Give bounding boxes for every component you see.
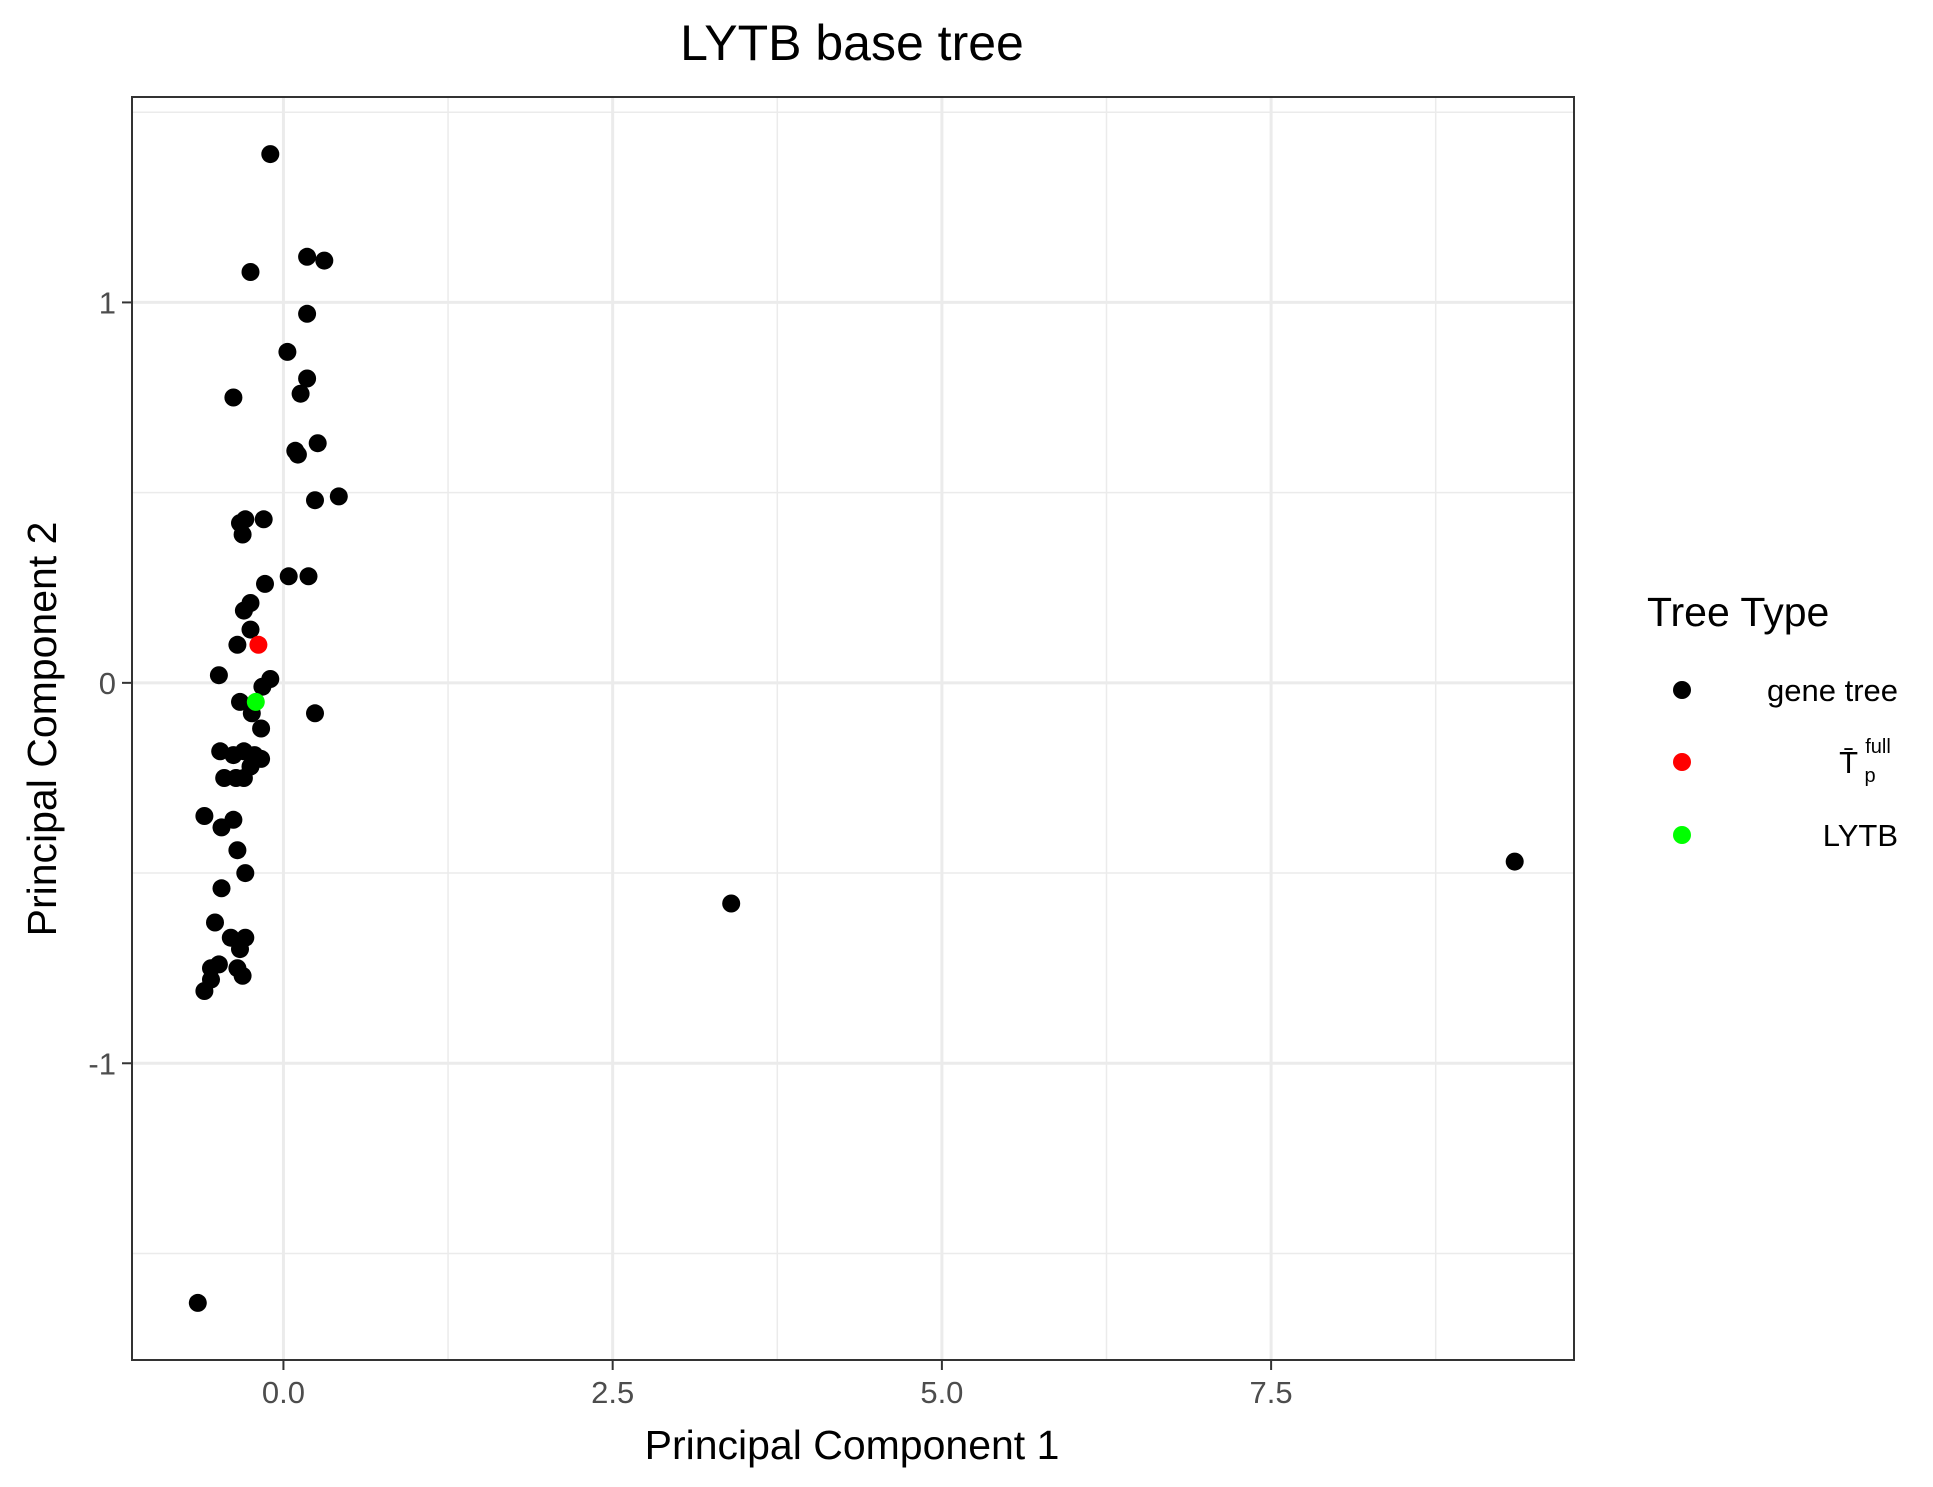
data-point-series-0	[195, 807, 214, 825]
y-axis-title: Principal Component 2	[19, 522, 65, 937]
data-point-series-0	[298, 304, 317, 323]
data-point-series-0	[254, 510, 273, 529]
data-point-series-0	[253, 677, 272, 696]
data-point-series-0	[261, 145, 280, 164]
data-point-series-0	[212, 879, 231, 898]
x-tick-label: 2.5	[591, 1375, 634, 1410]
data-point-series-2	[246, 692, 265, 711]
data-point-series-0	[298, 369, 317, 388]
data-point-series-0	[188, 1293, 207, 1312]
data-point-series-0	[236, 864, 255, 883]
legend-label-tp-full-sup: full	[1865, 736, 1891, 758]
data-point-series-0	[234, 769, 253, 787]
plot-panel	[131, 96, 1575, 1361]
data-point-series-0	[195, 982, 214, 1000]
legend-key-lytb	[1673, 826, 1691, 844]
data-point-series-1	[249, 635, 268, 654]
chart-title: LYTB base tree	[680, 15, 1024, 71]
data-point-series-0	[233, 525, 252, 544]
data-point-series-0	[298, 247, 317, 266]
grid-minor	[132, 97, 1574, 1360]
data-point-series-0	[241, 263, 260, 281]
data-point-series-0	[722, 894, 741, 913]
x-tick-label: 7.5	[1250, 1375, 1293, 1410]
data-point-series-0	[329, 487, 348, 506]
data-point-series-0	[315, 251, 334, 270]
data-point-series-0	[224, 388, 243, 407]
grid-major	[132, 97, 1574, 1360]
legend-key-tp-full	[1673, 753, 1691, 771]
legend-label-tp-full: T̄	[1839, 745, 1858, 780]
x-tick-label: 5.0	[920, 1375, 963, 1410]
data-point-series-0	[209, 666, 228, 685]
data-point-series-0	[256, 574, 274, 593]
y-tick-label: 1	[99, 285, 116, 320]
data-point-series-0	[234, 601, 253, 620]
data-point-series-0	[228, 841, 247, 860]
data-point-series-0	[306, 491, 324, 510]
data-point-series-0	[306, 704, 324, 723]
data-point-series-0	[233, 966, 252, 985]
data-points	[188, 145, 1524, 1312]
y-tick-label: -1	[88, 1046, 116, 1081]
legend-title: Tree Type	[1647, 589, 1829, 635]
data-point-series-0	[206, 913, 224, 932]
data-point-series-0	[279, 567, 298, 586]
x-tick-label: 0.0	[262, 1375, 305, 1410]
data-point-series-0	[241, 620, 260, 639]
data-point-series-0	[231, 940, 249, 959]
x-axis-title: Principal Component 1	[645, 1422, 1060, 1468]
data-point-series-0	[308, 434, 327, 453]
legend-label-lytb: LYTB	[1823, 818, 1898, 853]
data-point-series-0	[278, 342, 297, 361]
data-point-series-0	[224, 746, 243, 765]
x-axis: 0.0 2.5 5.0 7.5	[262, 1360, 1293, 1410]
data-point-series-0	[1505, 852, 1524, 871]
y-tick-label: 0	[99, 666, 116, 701]
data-point-series-0	[209, 955, 228, 974]
y-axis: -1 0 1	[88, 285, 132, 1081]
data-point-series-0	[288, 445, 307, 464]
data-point-series-0	[231, 692, 249, 711]
legend-label-gene-tree: gene tree	[1767, 673, 1898, 708]
legend-key-gene-tree	[1673, 681, 1691, 699]
legend: Tree Type gene tree T̄ p full LYTB	[1647, 589, 1898, 853]
data-point-series-0	[291, 384, 310, 403]
data-point-series-0	[252, 719, 271, 738]
panel-border	[131, 96, 1575, 1361]
legend-label-tp-full-sub: p	[1864, 765, 1875, 787]
data-point-series-0	[228, 635, 247, 654]
data-point-series-0	[212, 818, 231, 837]
data-point-series-0	[299, 567, 318, 586]
panel-background	[132, 97, 1574, 1360]
